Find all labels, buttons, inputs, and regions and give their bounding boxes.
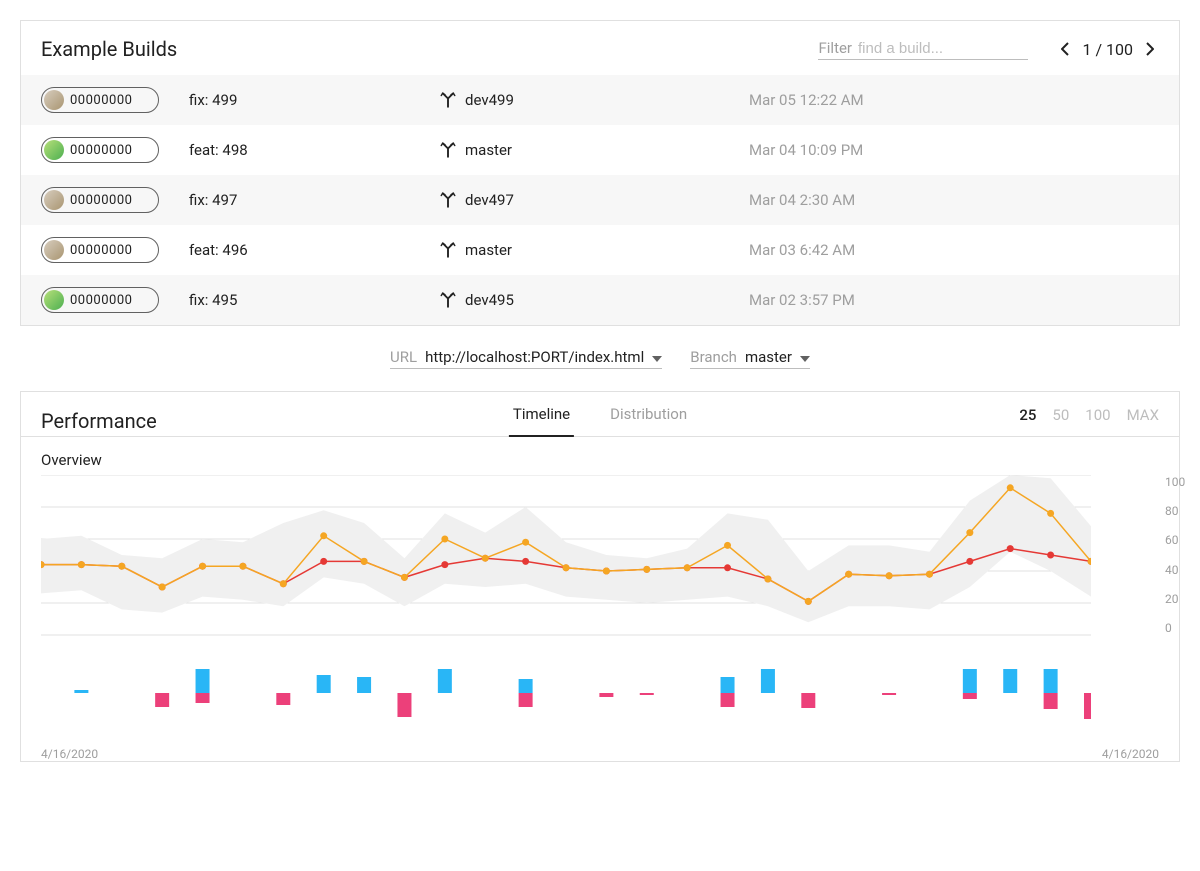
build-badge: 00000000 — [41, 137, 159, 163]
build-row[interactable]: 00000000 feat: 498 master Mar 04 10:09 P… — [21, 125, 1179, 175]
avatar — [44, 140, 64, 160]
build-hash: 00000000 — [70, 93, 132, 108]
branch-cell: dev495 — [439, 291, 749, 309]
branch-cell: dev497 — [439, 191, 749, 209]
avatar — [44, 290, 64, 310]
avatar — [44, 90, 64, 110]
builds-title: Example Builds — [41, 37, 177, 61]
builds-panel: Example Builds Filter 1 / 100 00000000 f… — [20, 20, 1180, 326]
branch-name: dev499 — [465, 91, 514, 109]
x-axis-right: 4/16/2020 — [1102, 747, 1159, 761]
build-badge: 00000000 — [41, 237, 159, 263]
performance-panel: Performance Timeline Distribution 25 50 100… — [20, 391, 1180, 762]
branch-name: master — [465, 241, 512, 259]
filter-label: Filter — [818, 39, 852, 57]
next-page-button[interactable] — [1141, 40, 1159, 58]
x-axis: 4/16/2020 4/16/2020 — [41, 739, 1159, 761]
y-tick: 80 — [1165, 504, 1200, 518]
build-date: Mar 05 12:22 AM — [749, 91, 864, 109]
filter-input[interactable] — [858, 40, 988, 57]
branch-cell: master — [439, 141, 749, 159]
build-badge: 00000000 — [41, 287, 159, 313]
pager: 1 / 100 — [1056, 40, 1159, 59]
tab-distribution[interactable]: Distribution — [606, 393, 691, 437]
branch-cell: dev499 — [439, 91, 749, 109]
build-badge: 00000000 — [41, 187, 159, 213]
build-row[interactable]: 00000000 fix: 495 dev495 Mar 02 3:57 PM — [21, 275, 1179, 325]
performance-header: Performance Timeline Distribution 25 50 100… — [21, 392, 1179, 437]
branch-cell: master — [439, 241, 749, 259]
y-tick: 60 — [1165, 533, 1200, 547]
branch-name: dev497 — [465, 191, 514, 209]
branch-selector-label: Branch — [690, 348, 737, 366]
prev-page-button[interactable] — [1056, 40, 1074, 58]
performance-title: Performance — [41, 409, 157, 433]
range-set: 25 50 100 MAX — [1019, 406, 1159, 436]
build-badge: 00000000 — [41, 87, 159, 113]
commit-message: fix: 495 — [159, 291, 439, 309]
line-chart: 100806040200 — [41, 475, 1159, 655]
branch-icon — [439, 141, 457, 159]
build-date: Mar 04 10:09 PM — [749, 141, 863, 159]
branch-icon — [439, 291, 457, 309]
builds-header: Example Builds Filter 1 / 100 — [21, 21, 1179, 75]
tabset: Timeline Distribution — [509, 393, 691, 437]
diff-bars — [41, 669, 1159, 739]
branch-selector-value: master — [745, 348, 792, 366]
builds-list: 00000000 fix: 499 dev499 Mar 05 12:22 AM… — [21, 75, 1179, 325]
tab-timeline[interactable]: Timeline — [509, 393, 574, 437]
branch-icon — [439, 91, 457, 109]
commit-message: fix: 497 — [159, 191, 439, 209]
build-hash: 00000000 — [70, 243, 132, 258]
caret-down-icon — [800, 356, 810, 362]
branch-name: dev495 — [465, 291, 514, 309]
branch-name: master — [465, 141, 512, 159]
range-25[interactable]: 25 — [1019, 406, 1036, 424]
chart-area: 100806040200 4/16/2020 4/16/2020 — [21, 475, 1179, 761]
y-tick: 0 — [1165, 621, 1200, 635]
y-axis: 100 80 60 40 20 0 — [1165, 475, 1200, 635]
range-max[interactable]: MAX — [1127, 406, 1159, 424]
branch-icon — [439, 191, 457, 209]
build-date: Mar 04 2:30 AM — [749, 191, 855, 209]
url-selector-label: URL — [390, 348, 417, 366]
commit-message: feat: 496 — [159, 241, 439, 259]
build-date: Mar 03 6:42 AM — [749, 241, 855, 259]
build-row[interactable]: 00000000 fix: 497 dev497 Mar 04 2:30 AM — [21, 175, 1179, 225]
commit-message: feat: 498 — [159, 141, 439, 159]
build-hash: 00000000 — [70, 293, 132, 308]
build-row[interactable]: 00000000 fix: 499 dev499 Mar 05 12:22 AM — [21, 75, 1179, 125]
overview-label: Overview — [21, 437, 1179, 475]
range-50[interactable]: 50 — [1052, 406, 1069, 424]
caret-down-icon — [652, 356, 662, 362]
y-tick: 40 — [1165, 563, 1200, 577]
build-hash: 00000000 — [70, 193, 132, 208]
y-tick: 100 — [1165, 475, 1200, 489]
range-100[interactable]: 100 — [1085, 406, 1110, 424]
selector-row: URL http://localhost:PORT/index.html Bra… — [20, 326, 1180, 391]
url-selector[interactable]: URL http://localhost:PORT/index.html — [390, 348, 662, 369]
pager-text: 1 / 100 — [1082, 40, 1133, 59]
filter-field[interactable]: Filter — [818, 39, 1028, 60]
avatar — [44, 190, 64, 210]
url-selector-value: http://localhost:PORT/index.html — [425, 348, 644, 366]
avatar — [44, 240, 64, 260]
y-tick: 20 — [1165, 592, 1200, 606]
build-hash: 00000000 — [70, 143, 132, 158]
build-date: Mar 02 3:57 PM — [749, 291, 855, 309]
x-axis-left: 4/16/2020 — [41, 747, 98, 761]
branch-selector[interactable]: Branch master — [690, 348, 810, 369]
commit-message: fix: 499 — [159, 91, 439, 109]
branch-icon — [439, 241, 457, 259]
build-row[interactable]: 00000000 feat: 496 master Mar 03 6:42 AM — [21, 225, 1179, 275]
